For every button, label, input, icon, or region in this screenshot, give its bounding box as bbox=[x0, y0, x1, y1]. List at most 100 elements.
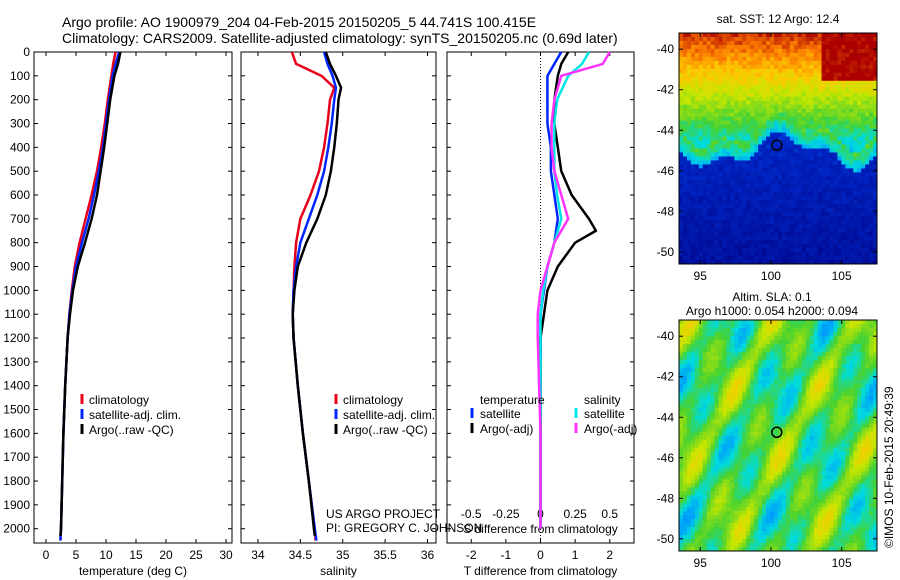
map-cell bbox=[869, 176, 874, 181]
x-tick-label: -1 bbox=[501, 548, 512, 562]
map-cell bbox=[817, 232, 823, 237]
y-tick-label: 1900 bbox=[3, 498, 30, 512]
map-cell bbox=[861, 48, 866, 54]
map-cell bbox=[825, 455, 830, 460]
map-cell bbox=[726, 176, 731, 181]
map-cell bbox=[770, 443, 775, 448]
map-cell bbox=[726, 88, 731, 94]
map-cell bbox=[785, 68, 791, 74]
map-cell bbox=[809, 427, 815, 433]
map-cell bbox=[686, 40, 692, 46]
map-cell bbox=[722, 192, 728, 197]
map-cell bbox=[809, 68, 815, 74]
map-cell bbox=[833, 435, 838, 440]
map-cell bbox=[682, 435, 688, 440]
map-cell bbox=[837, 260, 842, 265]
map-cell bbox=[710, 200, 716, 205]
map-cell bbox=[679, 220, 684, 225]
map-cell bbox=[873, 451, 878, 456]
map-cell bbox=[770, 371, 775, 377]
map-cell bbox=[746, 188, 751, 193]
map-cell bbox=[742, 236, 747, 241]
map-cell bbox=[694, 204, 700, 209]
map-cell bbox=[869, 260, 874, 265]
map-cell bbox=[702, 164, 708, 169]
map-cell bbox=[778, 192, 783, 197]
map-cell bbox=[698, 351, 704, 357]
map-cell bbox=[682, 323, 688, 329]
map-cell bbox=[682, 320, 688, 325]
map-cell bbox=[754, 128, 759, 134]
map-cell bbox=[762, 459, 767, 464]
map-cell bbox=[778, 200, 783, 205]
map-cell bbox=[821, 44, 827, 50]
map-cell bbox=[853, 387, 858, 393]
map-cell bbox=[817, 320, 823, 325]
map-cell bbox=[829, 447, 834, 452]
map-cell bbox=[873, 327, 878, 333]
map-cell bbox=[710, 48, 716, 54]
map-cell bbox=[857, 379, 862, 385]
map-cell bbox=[781, 260, 787, 265]
map-cell bbox=[845, 52, 850, 58]
map-cell bbox=[702, 160, 708, 165]
y-tick-label: 400 bbox=[10, 140, 30, 154]
map-cell bbox=[813, 140, 819, 146]
map-cell bbox=[829, 375, 834, 381]
map-cell bbox=[770, 44, 775, 50]
map-cell bbox=[750, 180, 755, 185]
map-cell bbox=[682, 184, 688, 189]
map-cell bbox=[805, 220, 811, 225]
map-cell bbox=[813, 208, 819, 213]
map-cell bbox=[833, 240, 838, 245]
map-cell bbox=[781, 335, 787, 341]
map-cell bbox=[734, 148, 739, 153]
map-cell bbox=[710, 463, 716, 468]
map-cell bbox=[682, 359, 688, 365]
map-cell bbox=[845, 228, 850, 233]
map-cell bbox=[698, 224, 704, 229]
map-cell bbox=[754, 236, 759, 241]
map-cell bbox=[722, 256, 728, 261]
y-tick-label: 1800 bbox=[3, 474, 30, 488]
map-cell bbox=[821, 144, 827, 149]
map-cell bbox=[825, 216, 830, 221]
map-cell bbox=[774, 240, 779, 245]
map-cell bbox=[853, 244, 858, 249]
map-cell bbox=[679, 180, 684, 185]
y-tick-label: 2000 bbox=[3, 522, 30, 536]
map-cell bbox=[714, 447, 720, 452]
map-cell bbox=[710, 327, 716, 333]
map-cell bbox=[873, 108, 878, 114]
map-cell bbox=[797, 164, 803, 169]
map-cell bbox=[690, 184, 696, 189]
map-cell bbox=[722, 120, 728, 126]
map-cell bbox=[789, 72, 795, 78]
map-cell bbox=[718, 228, 724, 233]
map-cell bbox=[738, 196, 743, 201]
map-cell bbox=[770, 411, 775, 417]
map-cell bbox=[841, 168, 846, 173]
map-cell bbox=[738, 80, 743, 86]
map-cell bbox=[785, 256, 791, 261]
map-cell bbox=[679, 260, 684, 265]
map-cell bbox=[730, 343, 735, 349]
map-cell bbox=[706, 124, 712, 130]
map-cell bbox=[821, 236, 827, 241]
map-cell bbox=[718, 443, 724, 448]
map-cell bbox=[857, 367, 862, 373]
map-cell bbox=[817, 256, 823, 261]
map-cell bbox=[825, 156, 830, 161]
map-cell bbox=[861, 176, 866, 181]
map-cell bbox=[770, 212, 775, 217]
map-cell bbox=[817, 140, 823, 146]
map-cell bbox=[797, 136, 803, 142]
map-cell bbox=[801, 423, 807, 429]
map-cell bbox=[778, 140, 783, 146]
map-cell bbox=[821, 379, 827, 385]
map-cell bbox=[679, 415, 684, 421]
map-cell bbox=[706, 224, 712, 229]
map-cell bbox=[805, 36, 811, 42]
map-cell bbox=[706, 172, 712, 177]
map-cell bbox=[698, 343, 704, 349]
